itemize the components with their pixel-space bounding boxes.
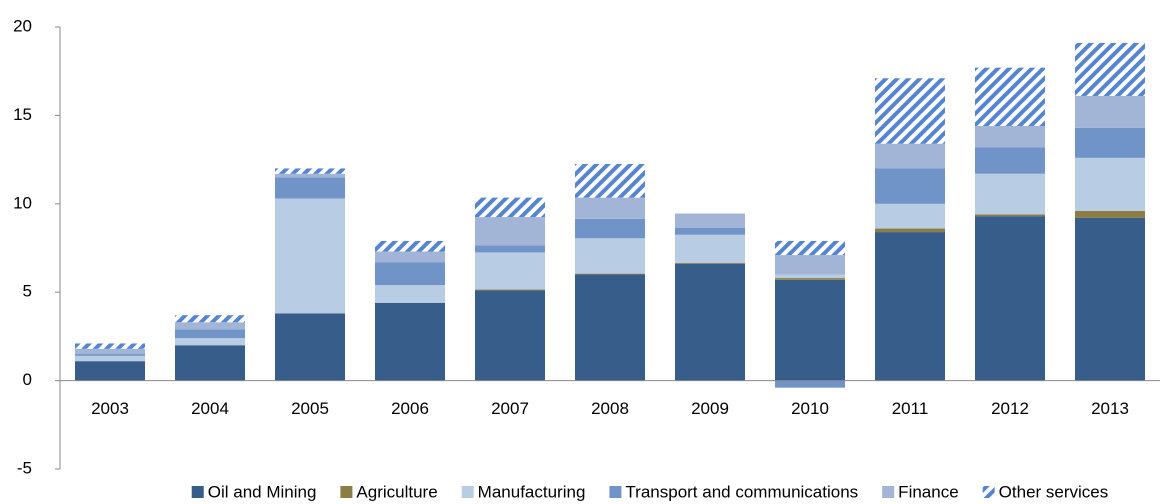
bar-segment [1075, 157, 1145, 211]
bar-segment [875, 232, 945, 381]
x-tick-label: 2010 [791, 399, 829, 418]
y-tick-label: 20 [13, 16, 32, 35]
bar-segment [75, 348, 145, 355]
bar-segment [775, 274, 845, 279]
bar-segment [675, 213, 745, 228]
bar-segment [475, 197, 545, 218]
y-tick-label: 0 [23, 370, 32, 389]
legend-label: Transport and communications [625, 482, 858, 501]
bar-segment [575, 197, 645, 219]
bar-segment [75, 343, 145, 349]
bar-segment [275, 168, 345, 174]
x-tick-label: 2008 [591, 399, 629, 418]
y-tick-label: 15 [13, 105, 32, 124]
bar-segment [775, 255, 845, 275]
legend-swatch [882, 486, 895, 498]
bar-segment [275, 313, 345, 381]
bar-segment [475, 289, 545, 291]
bar-segment [975, 214, 1045, 217]
bar-segment [975, 67, 1045, 127]
legend-swatch [609, 486, 622, 498]
bar-segment [675, 227, 745, 235]
legend-swatch [191, 486, 204, 498]
bar-segment [75, 354, 145, 356]
legend-label: Agriculture [356, 482, 437, 501]
legend-swatch [340, 486, 353, 498]
bar-segment [1075, 127, 1145, 158]
x-tick-label: 2005 [291, 399, 329, 418]
legend-swatch [461, 486, 474, 498]
y-tick-label: -5 [17, 458, 32, 477]
bar-segment [1075, 210, 1145, 218]
bar-segment [375, 262, 445, 286]
bar-segment [475, 290, 545, 381]
bar-segment [575, 164, 645, 198]
bar-segment [775, 279, 845, 381]
bar-segment [575, 274, 645, 381]
bar-segment [1075, 217, 1145, 381]
bar-segment [275, 177, 345, 199]
bar-segment [975, 147, 1045, 174]
bar-segment [175, 315, 245, 323]
legend-label: Oil and Mining [208, 482, 317, 501]
bar-segment [875, 228, 945, 233]
bar-segment [375, 251, 445, 263]
bar-segment [175, 329, 245, 339]
x-tick-label: 2012 [991, 399, 1029, 418]
legend-label: Manufacturing [478, 482, 586, 501]
x-tick-label: 2006 [391, 399, 429, 418]
bar-segment [375, 240, 445, 252]
y-tick-label: 5 [23, 282, 32, 301]
bar-segment [875, 203, 945, 229]
x-tick-label: 2009 [691, 399, 729, 418]
bar-segment [275, 198, 345, 314]
bar-segment [975, 126, 1045, 148]
legend-swatch [982, 486, 995, 498]
bar-segment [975, 216, 1045, 381]
bar-segment [675, 263, 745, 264]
x-tick-label: 2003 [91, 399, 129, 418]
bar-segment [375, 285, 445, 303]
bar-segment [275, 173, 345, 178]
x-tick-label: 2004 [191, 399, 229, 418]
bar-segment [675, 234, 745, 264]
legend: Oil and Mining Agriculture Manufacturing Tr… [191, 482, 1109, 501]
bar-segment [775, 380, 845, 388]
bar-segment [975, 173, 1045, 215]
legend-label: Other services [999, 482, 1109, 501]
bar-segment [175, 322, 245, 330]
bar-segment [575, 218, 645, 239]
bar-segment [375, 302, 445, 381]
bar-segment [75, 361, 145, 381]
bar-segment [475, 252, 545, 290]
bar-segment [875, 143, 945, 169]
bar-segment [575, 273, 645, 275]
bar-segment [775, 240, 845, 256]
bar-segment [75, 355, 145, 362]
bar-segment [475, 217, 545, 246]
x-tick-label: 2007 [491, 399, 529, 418]
bar-segment [875, 78, 945, 144]
bar-segment [1075, 95, 1145, 128]
bar-segment [475, 245, 545, 253]
bar-segment [575, 238, 645, 274]
bar-segment [175, 338, 245, 346]
bar-segment [675, 263, 745, 381]
y-tick-label: 10 [13, 193, 32, 212]
bar-segment [1075, 42, 1145, 96]
x-tick-label: 2013 [1091, 399, 1129, 418]
bar-segment [775, 278, 845, 280]
legend-label: Finance [898, 482, 958, 501]
bar-segment [175, 345, 245, 381]
x-tick-label: 2011 [892, 399, 929, 418]
bar-segment [875, 168, 945, 204]
